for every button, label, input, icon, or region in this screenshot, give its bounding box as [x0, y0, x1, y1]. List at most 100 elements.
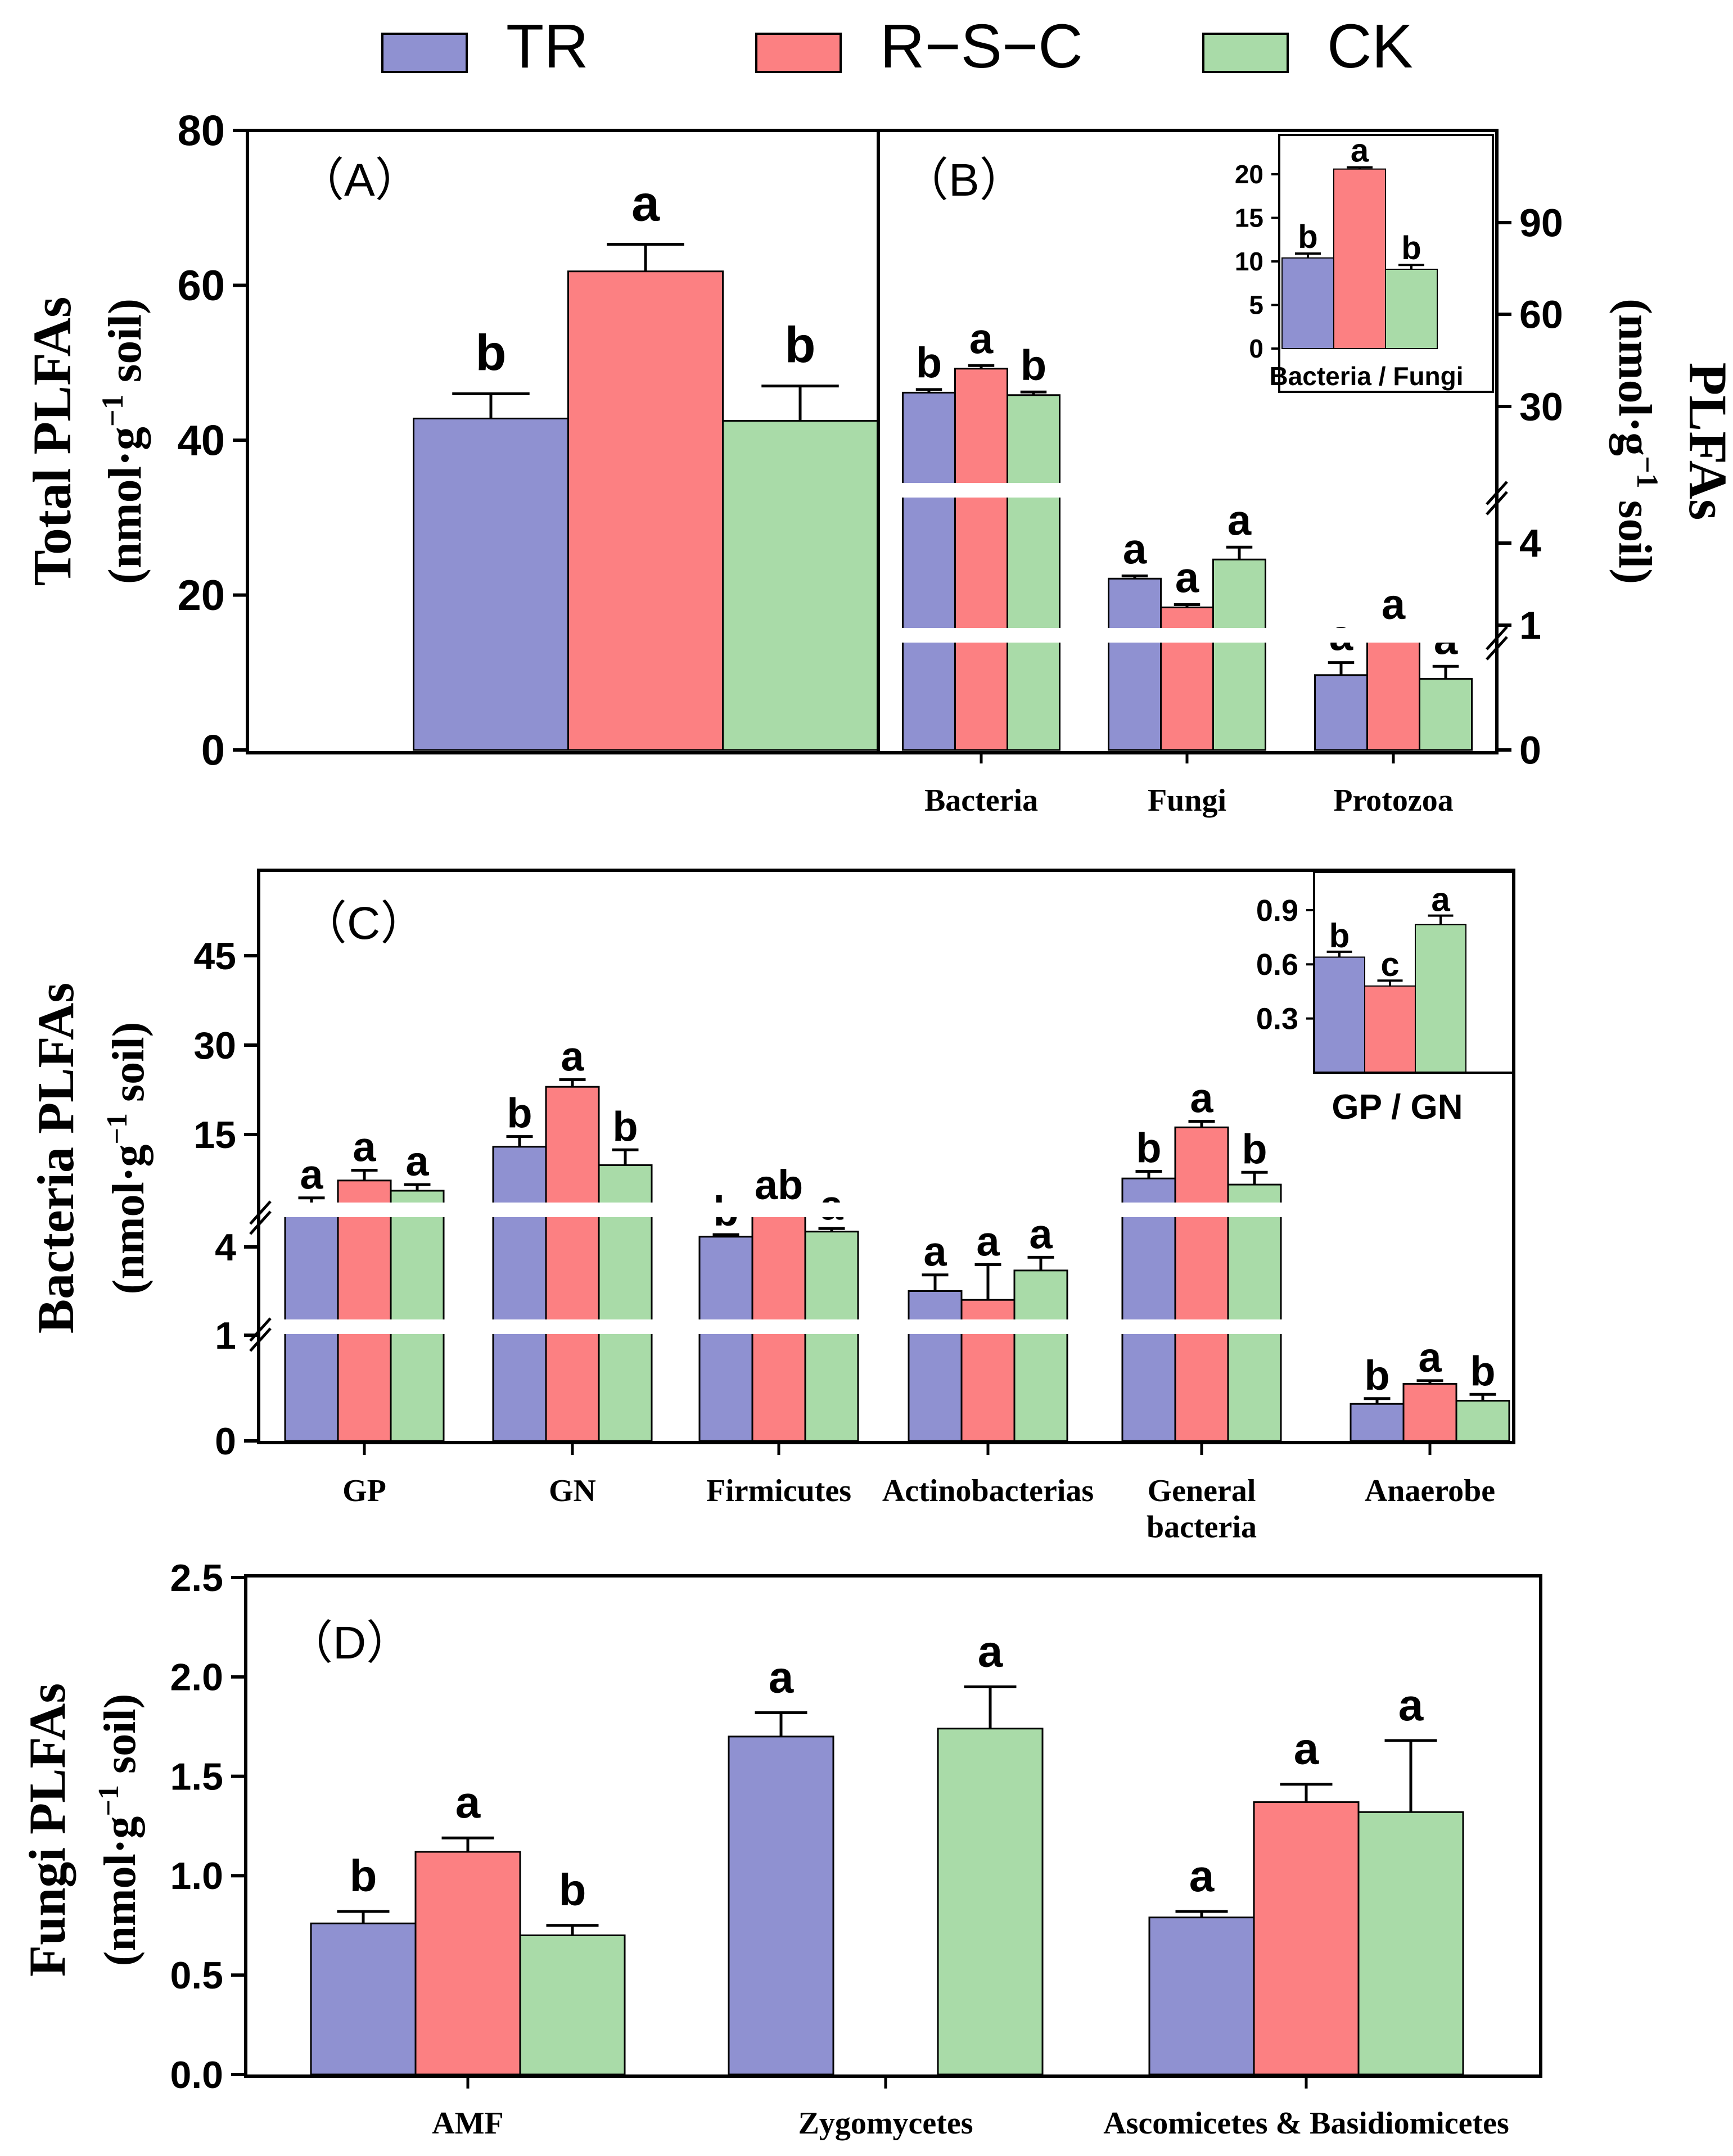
panel-d-bar-rsc-3: [1253, 1801, 1360, 2076]
panel-a-label: （A）: [298, 155, 421, 206]
panel-b-inset-ytick-label-15: 15: [1235, 204, 1263, 233]
panel-d-x-labels: AMF Zygomycetes Ascomicetes & Basidiomicet…: [432, 2076, 1509, 2141]
panel-d-xlabel-3: Ascomicetes & Basidiomicetes: [1103, 2106, 1509, 2141]
panel-c-bar-tr-4-errorbar: [922, 1273, 949, 1291]
panel-a-ytick-label-0: 0: [201, 727, 225, 775]
panel-d-bar-rsc-1: [414, 1851, 521, 2076]
panel-b-bar-tr-2-errorbar: [1121, 574, 1148, 579]
panel-d-bar-ck-3-errorbar: [1384, 1739, 1437, 1813]
panel-d-xlabel-2: Zygomycetes: [798, 2106, 973, 2141]
panel-b-bar-tr-2: [1108, 577, 1162, 751]
panel-c-xlabel-5: General bacteria: [1147, 1474, 1257, 1544]
panel-b-bar-ck-1-errorbar: [1020, 390, 1047, 395]
panel-a-total-plfas: b a b 0 20 40 60 80 （A） Total PLFAs (nmol·g−1 …: [22, 107, 880, 775]
panel-d-bar-ck-3-letter: a: [1398, 1680, 1424, 1730]
panel-d-marks: b a a a a b a a: [310, 1626, 1464, 2076]
legend-swatch-rsc: [755, 33, 842, 73]
panel-c-inset-ytick-label-0.9: 0.9: [1256, 894, 1298, 928]
panel-d-bar-rsc-1-errorbar: [441, 1836, 494, 1852]
panel-c-bar-rsc-1-letter: a: [353, 1124, 376, 1170]
panel-d-bar-tr-3-letter: a: [1189, 1851, 1215, 1901]
panel-b-bar-ck-2-errorbar: [1226, 545, 1253, 560]
panel-c-ytick-label-1: 1: [215, 1314, 236, 1357]
panel-c-bar-rsc-6-letter: a: [1418, 1334, 1442, 1381]
panel-a-ylabel-unit: (nmol·g−1 soil): [96, 299, 151, 584]
panel-a-ylabel: Total PLFAs: [22, 297, 82, 586]
panel-c-inset-ytick-label-0.3: 0.3: [1256, 1002, 1298, 1036]
panel-d-ytick-label-2.5: 2.5: [170, 1557, 223, 1599]
panel-b-xlabel-2: Fungi: [1148, 783, 1226, 818]
panel-b-bar-rsc-1: [954, 368, 1008, 751]
panel-c-bar-ck-6: [1455, 1400, 1510, 1442]
panel-b-inset-bar-rsc-1: [1333, 168, 1386, 349]
panel-b-inset-marks: b a b: [1281, 133, 1438, 350]
panel-c-bar-ck-4-errorbar: [1027, 1255, 1054, 1271]
panel-d-bar-tr-1-errorbar: [337, 1910, 390, 1924]
panel-b-inset-bar-rsc-1-letter: a: [1351, 133, 1369, 169]
panel-c-bar-ck-6-letter: b: [1470, 1348, 1495, 1394]
panel-c-x-labels: GP GN Firmicutes Actinobacterias General bact…: [342, 1443, 1495, 1544]
legend-label-ck: CK: [1327, 12, 1413, 81]
panel-b-inset-bar-ck-1: [1385, 268, 1438, 350]
panel-d-y-ticks: 0.0 0.5 1.0 1.5 2.0 2.5: [170, 1557, 246, 2096]
panel-b-bar-tr-1: [902, 391, 956, 751]
panel-c-bar-ck-5-errorbar: [1241, 1170, 1268, 1185]
panel-a-ytick-label-80: 80: [177, 107, 225, 155]
panel-c-label: （C）: [301, 898, 426, 949]
panel-d-ytick-label-2.0: 2.0: [170, 1656, 223, 1699]
panel-c-inset-xlabel: GP / GN: [1332, 1088, 1463, 1127]
panel-b-bar-ck-1-letter: b: [1021, 341, 1046, 389]
panel-c-inset-bar-tr-1-letter: b: [1329, 917, 1350, 955]
panel-b-bar-rsc-2-letter: a: [1175, 554, 1199, 602]
panel-c-bar-tr-6: [1350, 1403, 1405, 1442]
panel-c-bar-tr-4-letter: a: [923, 1228, 947, 1275]
panel-c-bar-rsc-4-errorbar: [974, 1263, 1001, 1300]
panel-c-frame: [257, 869, 1515, 1444]
legend-swatch-tr: [381, 33, 468, 73]
panel-a-bar-tr-1: [413, 417, 569, 751]
panel-c-inset-bar-ck-1: [1415, 924, 1466, 1073]
panel-c-bar-ck-6-errorbar: [1469, 1393, 1496, 1401]
panel-b-inset-bar-rsc-1-errorbar: [1347, 166, 1373, 169]
panel-d-frame: [244, 1574, 1542, 2078]
panel-d-bar-ck-1-errorbar: [546, 1924, 599, 1936]
panel-d-bar-tr-3: [1148, 1917, 1255, 2076]
legend: TR R−S−C CK: [381, 12, 1413, 81]
panel-b-bar-rsc-3: [1366, 636, 1420, 751]
panel-b-ylabel: PLFAs: [1678, 363, 1733, 521]
panel-d-bar-rsc-3-errorbar: [1280, 1783, 1333, 1802]
panel-a-y-ticks: 0 20 40 60 80: [177, 107, 247, 775]
panel-b-bar-ck-1: [1007, 394, 1060, 751]
panel-b-inset-bar-ck-1-errorbar: [1398, 264, 1424, 269]
panel-a-bar-ck-1-letter: b: [785, 318, 816, 374]
panel-b-label: （B）: [902, 155, 1026, 206]
panel-a-ytick-label-60: 60: [177, 262, 225, 310]
panel-c-bar-tr-4: [908, 1290, 963, 1442]
panel-d-bar-tr-1-letter: b: [350, 1851, 377, 1901]
panel-c-bar-tr-2: [492, 1146, 547, 1442]
panel-c-xlabel-3: Firmicutes: [706, 1474, 851, 1508]
panel-c-bar-ck-3: [804, 1231, 859, 1442]
panel-c-bar-tr-2-errorbar: [506, 1135, 533, 1147]
panel-c-marks: abbabbaaabaaaabaabb: [284, 1033, 1510, 1442]
panel-c-y-ticks: 0 1 4 15 30 45: [193, 935, 259, 1463]
panel-d-label: （D）: [287, 1617, 412, 1669]
panel-b-bar-ck-2-letter: a: [1227, 496, 1252, 544]
panel-b-inset-ytick-label-0: 0: [1249, 334, 1263, 363]
panel-d-bar-ck-1: [519, 1934, 626, 2076]
panel-c-bar-rsc-3-letter: ab: [755, 1161, 803, 1208]
panel-d-bar-rsc-1-letter: a: [455, 1777, 481, 1827]
panel-b-bar-ck-3-errorbar: [1432, 665, 1459, 679]
legend-label-rsc: R−S−C: [880, 12, 1083, 81]
panel-c-inset-y-ticks: 0.3 0.6 0.9: [1256, 894, 1314, 1036]
panel-c-bar-tr-1-letter: a: [300, 1151, 323, 1198]
panel-c-ytick-label-0: 0: [215, 1420, 236, 1463]
panel-c-bar-ck-4: [1013, 1269, 1068, 1442]
panel-d-ylabel-unit: (nmol·g−1 soil): [93, 1694, 145, 1967]
panel-c-bar-rsc-5: [1174, 1126, 1229, 1442]
panel-c-bar-rsc-4-letter: a: [976, 1218, 1000, 1264]
panel-c-inset-gp-gn: bca 0.3 0.6 0.9 GP / GN: [1256, 871, 1515, 1127]
panel-b-bar-tr-2-letter: a: [1123, 525, 1147, 573]
panel-c-xlabel-1: GP: [342, 1474, 386, 1508]
panel-c-bar-rsc-1: [337, 1179, 392, 1442]
